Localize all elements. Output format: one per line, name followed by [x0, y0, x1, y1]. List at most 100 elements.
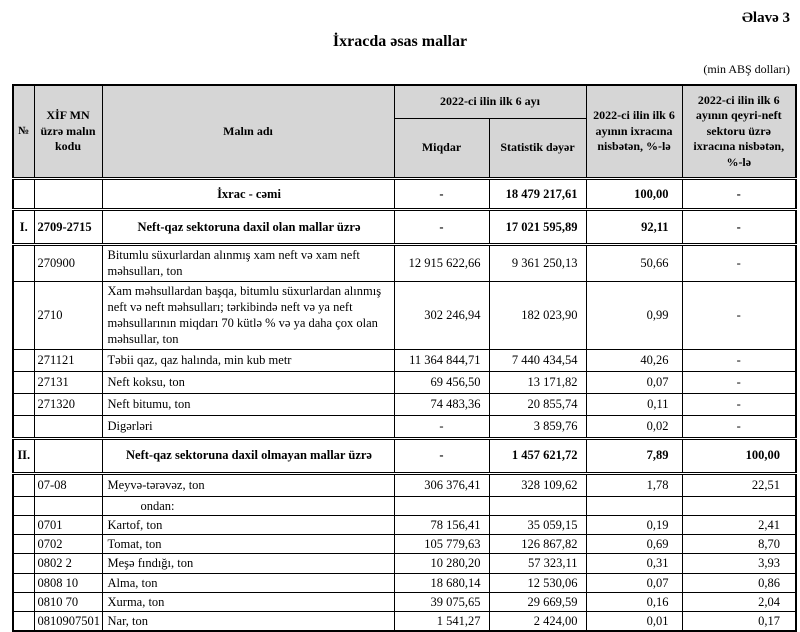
cell-stat-value: 18 479 217,61	[488, 177, 587, 210]
table-body: İxrac - cəmi -18 479 217,61 100,00- I. 2709-…	[12, 177, 797, 632]
cell-product-code: 0810907501	[33, 611, 103, 632]
col-header-pct-total: 2022-ci ilin ilk 6 ayının ixracına nisbə…	[585, 84, 683, 179]
cell-pct-total: 0,16	[585, 591, 683, 613]
cell-pct-nonoil: 0,17	[681, 611, 797, 632]
table-row: İxrac - cəmi -18 479 217,61 100,00-	[12, 177, 797, 210]
cell-row-number	[12, 591, 35, 613]
cell-row-number	[12, 370, 35, 394]
cell-product-code: 0702	[33, 533, 103, 555]
cell-pct-total: 92,11	[585, 208, 683, 245]
cell-stat-value: 9 361 250,13	[488, 243, 587, 282]
cell-stat-value: 57 323,11	[488, 553, 587, 574]
page-title: İxracda əsas mallar	[332, 33, 468, 50]
cell-row-number: II.	[12, 436, 35, 474]
cell-product-name: Kartof, ton	[101, 514, 395, 536]
cell-product-code: 2710	[33, 280, 103, 350]
cell-row-number	[12, 414, 35, 439]
table-row: 0808 10 Alma, ton 18 680,14 12 530,06 0,07 0,…	[12, 572, 797, 593]
cell-row-number	[12, 611, 35, 632]
cell-product-name: Meyvə-tərəvəz, ton	[101, 471, 395, 497]
table-row: 2710 Xam məhsullardan başqa, bitumlu süxu…	[12, 280, 797, 350]
cell-product-code	[33, 414, 103, 439]
table-row: II. Neft-qaz sektoruna daxil olmayan mall…	[12, 436, 797, 474]
cell-row-number	[12, 471, 35, 497]
cell-pct-total: 0,11	[585, 392, 683, 416]
exports-table: № XİF MN üzrə malın kodu Malın adı 2022-…	[12, 84, 798, 632]
unit-note: (min ABŞ dolları)	[703, 62, 790, 76]
table-row: Digərləri -3 859,76 0,02-	[12, 414, 797, 439]
col-header-quantity: Miqdar	[393, 118, 490, 179]
table-row: I. 2709-2715 Neft-qaz sektoruna daxil olan…	[12, 208, 797, 245]
cell-quantity: 302 246,94	[393, 280, 490, 350]
cell-quantity: 69 456,50	[393, 370, 490, 394]
cell-row-number	[12, 553, 35, 574]
cell-product-name: Bitumlu süxurlardan alınmış xam neft və …	[101, 243, 395, 282]
cell-quantity: 105 779,63	[393, 533, 490, 555]
cell-pct-total: 50,66	[585, 243, 683, 282]
cell-stat-value: 182 023,90	[488, 280, 587, 350]
cell-pct-nonoil	[681, 495, 797, 516]
cell-pct-total: 0,99	[585, 280, 683, 350]
cell-pct-nonoil: -	[681, 280, 797, 350]
cell-row-number	[12, 495, 35, 516]
cell-row-number	[12, 177, 35, 210]
cell-product-name: İxrac - cəmi	[101, 177, 395, 210]
cell-quantity: -	[393, 414, 490, 439]
cell-quantity: 306 376,41	[393, 471, 490, 497]
cell-product-code: 0701	[33, 514, 103, 536]
col-header-period-group: 2022-ci ilin ilk 6 ayı	[393, 84, 587, 119]
cell-quantity: 11 364 844,71	[393, 348, 490, 372]
cell-row-number	[12, 533, 35, 555]
table-row: 0701 Kartof, ton 78 156,41 35 059,15 0,19 2,4…	[12, 514, 797, 536]
cell-stat-value: 7 440 434,54	[488, 348, 587, 372]
cell-pct-total: 0,07	[585, 370, 683, 394]
cell-product-name: ondan:	[101, 495, 395, 516]
cell-stat-value: 35 059,15	[488, 514, 587, 536]
cell-product-code: 07-08	[33, 471, 103, 497]
cell-product-name: Neft-qaz sektoruna daxil olan mallar üzr…	[101, 208, 395, 245]
cell-product-code: 0810 70	[33, 591, 103, 613]
table-row: 271121 Təbii qaz, qaz halında, min kub me…	[12, 348, 797, 372]
cell-quantity: -	[393, 436, 490, 474]
cell-quantity: 12 915 622,66	[393, 243, 490, 282]
cell-pct-total: 0,31	[585, 553, 683, 574]
cell-pct-total	[585, 495, 683, 516]
cell-stat-value: 17 021 595,89	[488, 208, 587, 245]
cell-product-name: Alma, ton	[101, 572, 395, 593]
cell-row-number	[12, 392, 35, 416]
col-header-name: Malın adı	[101, 84, 395, 179]
table-row: 0810907501 Nar, ton 1 541,27 2 424,00 0,01 0,…	[12, 611, 797, 632]
cell-quantity: 78 156,41	[393, 514, 490, 536]
cell-product-name: Neft koksu, ton	[101, 370, 395, 394]
cell-pct-nonoil: -	[681, 414, 797, 439]
cell-quantity: -	[393, 177, 490, 210]
cell-product-name: Xurma, ton	[101, 591, 395, 613]
cell-product-name: Təbii qaz, qaz halında, min kub metr	[101, 348, 395, 372]
cell-stat-value: 2 424,00	[488, 611, 587, 632]
col-header-num: №	[12, 84, 35, 179]
table-row: 0702 Tomat, ton 105 779,63 126 867,82 0,69 8,…	[12, 533, 797, 555]
cell-product-name: Xam məhsullardan başqa, bitumlu süxurlar…	[101, 280, 395, 350]
cell-stat-value: 328 109,62	[488, 471, 587, 497]
cell-product-code	[33, 436, 103, 474]
table-row: ondan:	[12, 495, 797, 516]
cell-stat-value	[488, 495, 587, 516]
cell-stat-value: 126 867,82	[488, 533, 587, 555]
cell-stat-value: 12 530,06	[488, 572, 587, 593]
cell-pct-total: 7,89	[585, 436, 683, 474]
cell-pct-nonoil: 22,51	[681, 471, 797, 497]
cell-pct-nonoil: 2,41	[681, 514, 797, 536]
cell-pct-total: 0,69	[585, 533, 683, 555]
cell-product-code: 271320	[33, 392, 103, 416]
cell-pct-total: 1,78	[585, 471, 683, 497]
cell-product-code: 271121	[33, 348, 103, 372]
cell-pct-nonoil: -	[681, 348, 797, 372]
cell-product-code: 0802 2	[33, 553, 103, 574]
annex-label: Əlavə 3	[741, 10, 790, 26]
cell-pct-nonoil: -	[681, 177, 797, 210]
cell-pct-nonoil: -	[681, 392, 797, 416]
cell-pct-nonoil: -	[681, 208, 797, 245]
cell-row-number: I.	[12, 208, 35, 245]
cell-product-name: Meşə fındığı, ton	[101, 553, 395, 574]
